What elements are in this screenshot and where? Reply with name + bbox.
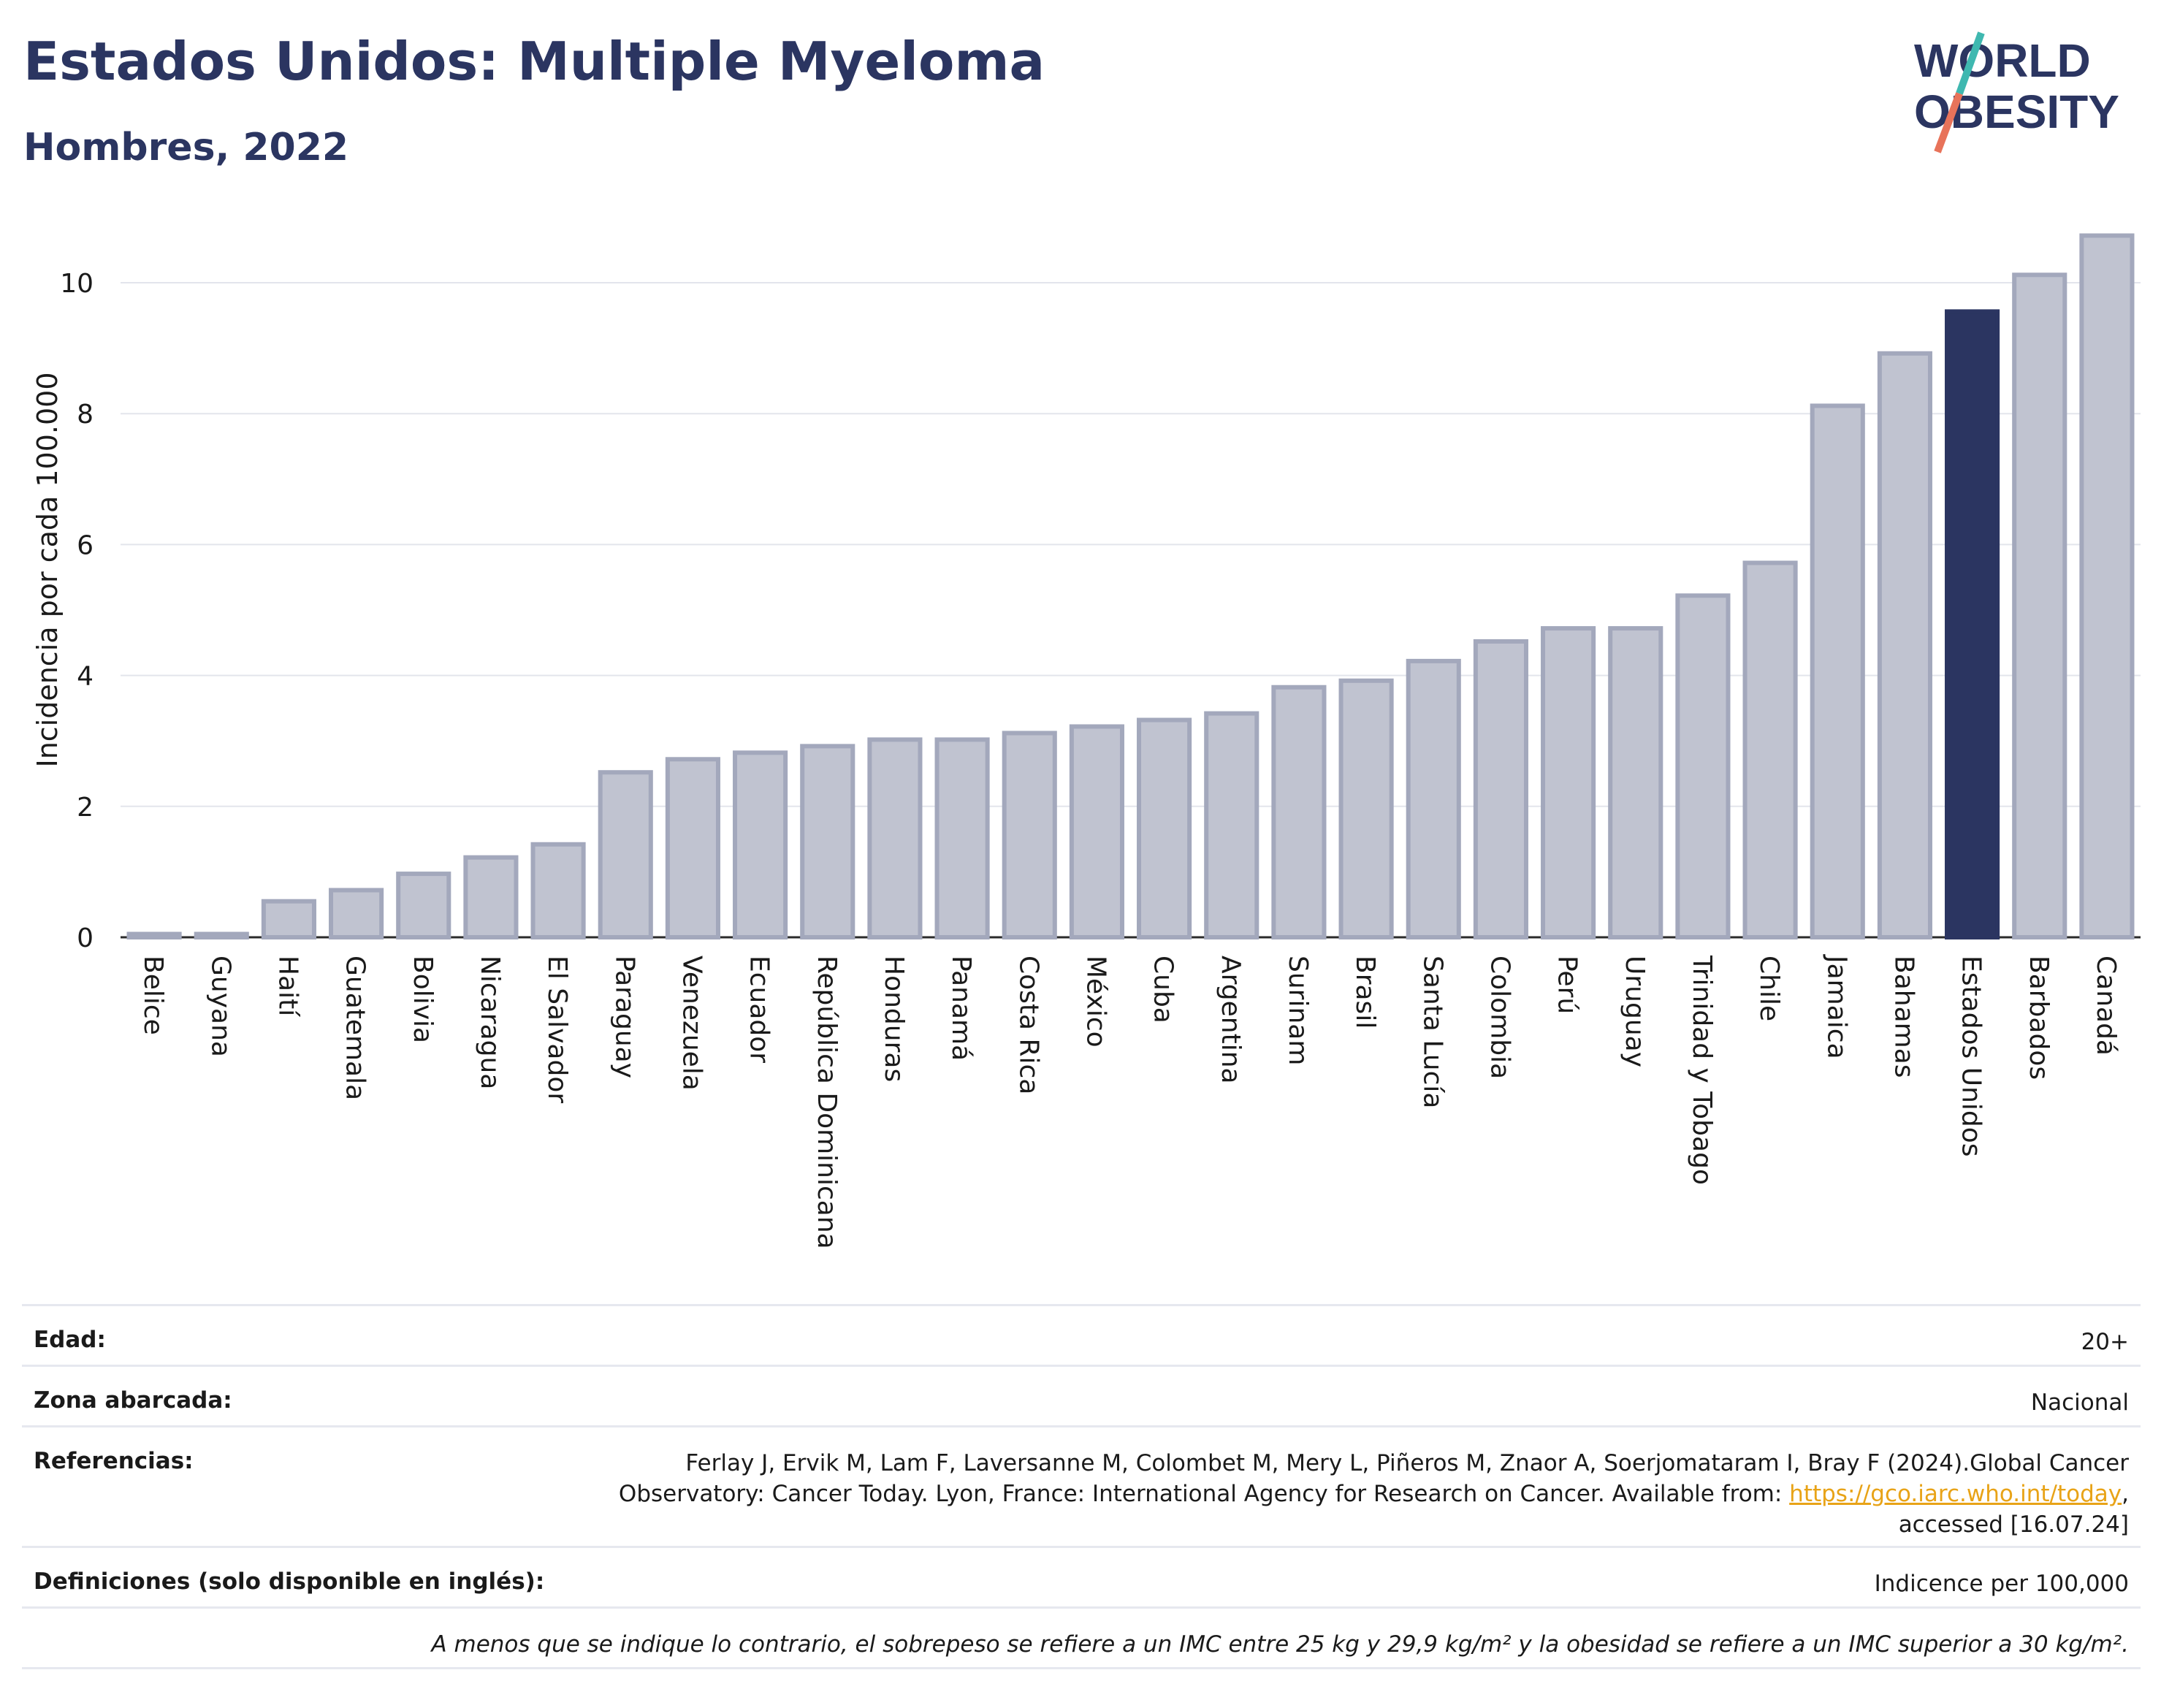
logo-word-1: WORLD bbox=[1914, 34, 2091, 87]
bar-guatemala bbox=[329, 888, 384, 940]
x-tick-labels: Belice Guyana Haití Guatemala Bolivia Nicarag… bbox=[138, 954, 2121, 1249]
edad-label: Edad: bbox=[34, 1327, 106, 1353]
y-axis-label: Incidencia por cada 100.000 bbox=[31, 372, 64, 767]
footnote: A menos que se indique lo contrario, el … bbox=[431, 1631, 2129, 1658]
x-tick-label: Guatemala bbox=[340, 956, 370, 1100]
bar-barbados bbox=[2012, 272, 2067, 939]
page-subtitle: Hombres, 2022 bbox=[23, 126, 349, 169]
x-tick-label: Paraguay bbox=[609, 956, 639, 1078]
y-tick-label: 10 bbox=[60, 269, 94, 299]
bar-chart: 0 2 4 6 8 10 Belice Guyana Haití Guatemala Bolivi… bbox=[31, 233, 2141, 1249]
bar-panamá bbox=[934, 737, 990, 940]
bar-argentina bbox=[1204, 711, 1259, 939]
logo-slash-top bbox=[1956, 31, 1985, 95]
x-tick-label: Colombia bbox=[1485, 956, 1514, 1079]
info-table: Edad: 20+ Zona abarcada: Nacional Refere… bbox=[22, 1304, 2141, 1669]
x-tick-label: Guyana bbox=[205, 956, 235, 1057]
ref-line-3: accessed [16.07.24] bbox=[1898, 1511, 2129, 1538]
bar-el-salvador bbox=[530, 842, 586, 939]
x-tick-label: Uruguay bbox=[1620, 956, 1650, 1067]
bar-santa-lucía bbox=[1406, 658, 1461, 939]
edad-value: 20+ bbox=[2081, 1329, 2129, 1355]
x-tick-label: Estados Unidos bbox=[1956, 956, 1986, 1157]
y-tick-label: 6 bbox=[77, 530, 94, 560]
zona-value: Nacional bbox=[2030, 1389, 2129, 1416]
referencias-label: Referencias: bbox=[34, 1448, 194, 1474]
zona-label: Zona abarcada: bbox=[34, 1387, 232, 1414]
y-tick-label: 2 bbox=[77, 793, 94, 823]
x-tick-label: República Dominicana bbox=[812, 956, 842, 1249]
x-tick-label: Cuba bbox=[1148, 956, 1178, 1023]
x-tick-label: El Salvador bbox=[542, 956, 572, 1103]
y-tick-label: 4 bbox=[77, 662, 94, 692]
x-tick-label: Haití bbox=[272, 956, 302, 1017]
info-row-zona: Zona abarcada: Nacional bbox=[22, 1365, 2141, 1425]
x-tick-label: Santa Lucía bbox=[1417, 956, 1447, 1108]
bar-bahamas bbox=[1877, 351, 1932, 939]
reference-link[interactable]: https://gco.iarc.who.int/today bbox=[1789, 1481, 2122, 1507]
bar-perú bbox=[1541, 626, 1596, 939]
x-tick-label: Trinidad y Tobago bbox=[1687, 955, 1717, 1185]
bar-trinidad-y-tobago bbox=[1675, 593, 1731, 940]
bar-uruguay bbox=[1608, 626, 1663, 939]
grid-lines bbox=[121, 282, 2141, 939]
x-tick-label: México bbox=[1080, 956, 1110, 1048]
y-tick-label: 0 bbox=[77, 923, 94, 953]
x-tick-label: Canadá bbox=[2091, 956, 2121, 1056]
bar-chile bbox=[1742, 560, 1798, 939]
ref-line-2-prefix: Observatory: Cancer Today. Lyon, France:… bbox=[618, 1481, 1790, 1507]
x-tick-label: Perú bbox=[1552, 956, 1582, 1014]
bar-nicaragua bbox=[463, 855, 519, 939]
info-row-referencias: Referencias: Ferlay J, Ervik M, Lam F, L… bbox=[22, 1425, 2141, 1546]
x-tick-label: Venezuela bbox=[676, 956, 706, 1091]
y-tick-label: 8 bbox=[77, 400, 94, 430]
x-tick-label: Belice bbox=[138, 956, 168, 1035]
bar-brasil bbox=[1338, 678, 1394, 939]
bar-paraguay bbox=[598, 770, 653, 940]
x-tick-label: Chile bbox=[1754, 956, 1784, 1021]
world-obesity-logo: WORLD OBESITY bbox=[1914, 31, 2119, 153]
x-tick-label: Jamaica bbox=[1821, 954, 1851, 1059]
bar-canadá bbox=[2079, 233, 2135, 940]
bar-haití bbox=[261, 899, 316, 939]
x-tick-label: Costa Rica bbox=[1013, 956, 1043, 1094]
x-tick-label: Surinam bbox=[1283, 956, 1313, 1065]
info-row-edad: Edad: 20+ bbox=[22, 1304, 2141, 1365]
logo-slash-bottom bbox=[1934, 92, 1963, 153]
definiciones-label: Definiciones (solo disponible en inglés)… bbox=[34, 1568, 545, 1595]
bar-bolivia bbox=[396, 872, 451, 940]
bar-méxico bbox=[1069, 724, 1124, 939]
definiciones-value: Indicence per 100,000 bbox=[1874, 1571, 2129, 1597]
bar-república-dominicana bbox=[800, 744, 855, 939]
y-tick-labels: 0 2 4 6 8 10 bbox=[60, 269, 94, 953]
referencias-value: Ferlay J, Ervik M, Lam F, Laversanne M, … bbox=[619, 1448, 2129, 1540]
bars bbox=[126, 233, 2135, 940]
x-tick-label: Brasil bbox=[1350, 956, 1380, 1029]
bar-surinam bbox=[1271, 685, 1327, 940]
bar-venezuela bbox=[665, 757, 720, 939]
x-tick-label: Panamá bbox=[946, 956, 976, 1061]
x-tick-label: Bolivia bbox=[408, 956, 438, 1043]
ref-line-2-suffix: , bbox=[2122, 1481, 2129, 1507]
bar-jamaica bbox=[1810, 403, 1865, 939]
x-tick-label: Nicaragua bbox=[475, 956, 505, 1089]
bar-belice bbox=[126, 931, 182, 940]
x-tick-label: Barbados bbox=[2024, 956, 2054, 1080]
bar-guyana bbox=[194, 931, 249, 940]
x-tick-label: Argentina bbox=[1216, 956, 1246, 1084]
info-row-definiciones: Definiciones (solo disponible en inglés)… bbox=[22, 1546, 2141, 1606]
ref-line-1: Ferlay J, Ervik M, Lam F, Laversanne M, … bbox=[685, 1450, 2129, 1476]
bar-costa-rica bbox=[1002, 731, 1057, 939]
bar-ecuador bbox=[733, 750, 788, 939]
bar-cuba bbox=[1137, 717, 1192, 939]
x-tick-label: Bahamas bbox=[1889, 956, 1918, 1078]
bar-colombia bbox=[1473, 639, 1528, 939]
info-bottom-divider bbox=[22, 1667, 2141, 1669]
info-row-footnote: A menos que se indique lo contrario, el … bbox=[22, 1606, 2141, 1667]
page-title: Estados Unidos: Multiple Myeloma bbox=[23, 31, 1045, 92]
x-tick-label: Honduras bbox=[879, 956, 909, 1082]
bar-honduras bbox=[867, 737, 923, 940]
x-tick-label: Ecuador bbox=[744, 956, 774, 1063]
bar-estados-unidos bbox=[1945, 309, 2000, 939]
